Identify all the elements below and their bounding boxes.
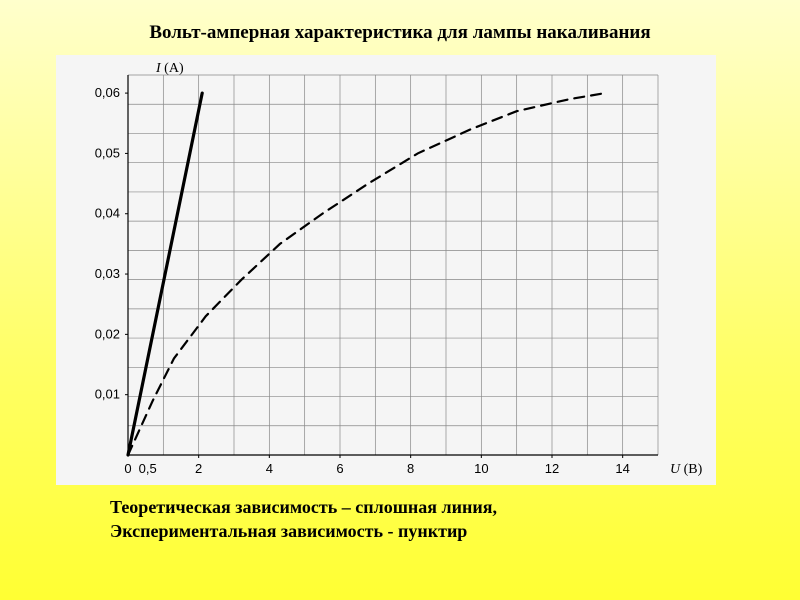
svg-text:10: 10 (474, 461, 488, 476)
chart-container: 0,01 0,02 0,03 0,04 0,05 0,06 0 2 4 6 8 10 12 14 0,5 I … (56, 55, 716, 485)
svg-text:U (В): U (В) (670, 462, 703, 477)
svg-text:0: 0 (124, 461, 131, 476)
chart-svg: 0,01 0,02 0,03 0,04 0,05 0,06 0 2 4 6 8 10 12 14 0,5 I … (56, 55, 716, 485)
svg-text:0,5: 0,5 (139, 461, 157, 476)
caption-line-2: Экспериментальная зависимость - пунктир (110, 519, 497, 543)
svg-text:8: 8 (407, 461, 414, 476)
svg-text:0,04: 0,04 (95, 206, 120, 221)
svg-text:0,05: 0,05 (95, 145, 120, 160)
svg-text:4: 4 (266, 461, 273, 476)
svg-text:0,02: 0,02 (95, 326, 120, 341)
caption-line-1: Теоретическая зависимость – сплошная лин… (110, 495, 497, 519)
svg-text:2: 2 (195, 461, 202, 476)
chart-title: Вольт-амперная характеристика для лампы … (0, 22, 800, 44)
svg-text:0,03: 0,03 (95, 266, 120, 281)
svg-text:6: 6 (336, 461, 343, 476)
svg-text:I (А): I (А) (155, 61, 184, 76)
svg-text:0,01: 0,01 (95, 387, 120, 402)
svg-text:0,06: 0,06 (95, 85, 120, 100)
chart-caption: Теоретическая зависимость – сплошная лин… (110, 495, 497, 544)
svg-text:14: 14 (615, 461, 629, 476)
svg-text:12: 12 (545, 461, 559, 476)
